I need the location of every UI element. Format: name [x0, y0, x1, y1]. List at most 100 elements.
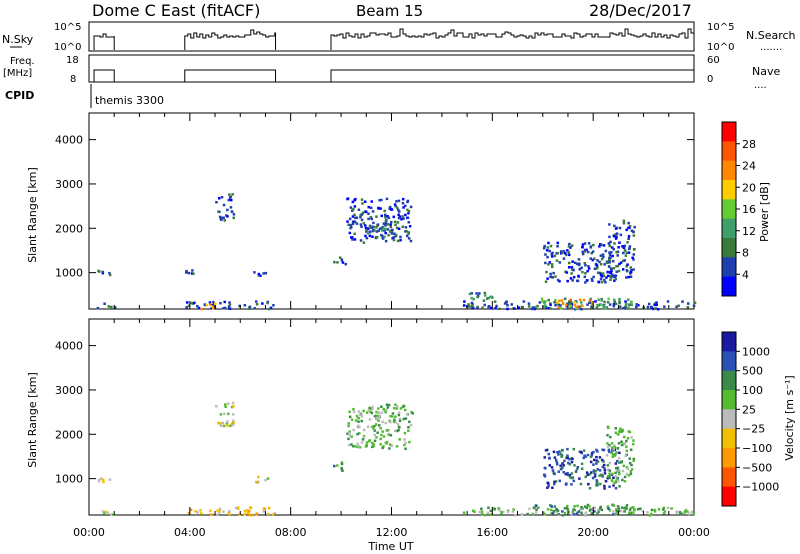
velocity-cell: [372, 443, 375, 446]
velocity-cell: [383, 409, 387, 412]
power-cell: [559, 304, 562, 307]
power-cell: [633, 225, 636, 229]
power-cell: [404, 204, 407, 208]
velocity-cell: [579, 508, 582, 511]
velocity-ytick-label: 2000: [55, 428, 83, 441]
velocity-cell: [389, 415, 392, 418]
velocity-cell: [535, 508, 538, 511]
velocity-cell: [481, 512, 484, 516]
power-cell: [547, 263, 550, 266]
power-cell: [615, 232, 619, 235]
velocity-cell: [348, 415, 352, 419]
velocity-cell: [606, 434, 609, 437]
velocity-cell: [565, 482, 568, 485]
velocity-cell: [395, 445, 399, 448]
velocity-cell: [575, 512, 579, 516]
power-cell: [554, 275, 557, 278]
velocity-cell: [662, 512, 666, 515]
velocity-cell: [362, 436, 366, 439]
velocity-cell: [566, 454, 569, 457]
velocity-cell: [606, 442, 609, 445]
power-cell: [559, 250, 563, 253]
power-cell: [609, 240, 612, 244]
velocity-cell: [607, 507, 610, 510]
power-cell: [549, 272, 552, 276]
power-cell: [580, 308, 583, 311]
power-cell: [375, 215, 378, 218]
velocity-cell: [618, 430, 621, 433]
velocity-cell: [373, 429, 376, 432]
velocity-cell: [340, 461, 344, 464]
power-cell: [380, 229, 384, 232]
velocity-cell: [394, 421, 398, 424]
velocity-cell: [372, 445, 375, 448]
power-colorbar-swatch: [722, 122, 736, 142]
power-cell: [614, 302, 618, 306]
power-cell: [407, 210, 411, 213]
velocity-cell: [497, 507, 501, 511]
power-cell: [243, 304, 247, 307]
power-cell: [407, 212, 410, 215]
velocity-cell: [229, 424, 232, 428]
power-cell: [371, 235, 374, 238]
power-colorbar-tick-label: 8: [742, 247, 749, 260]
power-cell: [614, 233, 617, 236]
power-cell: [517, 306, 520, 309]
site-title: Dome C East (fitACF): [92, 1, 260, 20]
power-cell: [366, 232, 370, 235]
power-cell: [364, 224, 367, 227]
power-cell: [608, 258, 611, 261]
velocity-cell: [554, 459, 558, 462]
velocity-cell: [556, 509, 560, 512]
velocity-cell: [611, 503, 614, 507]
velocity-cell: [589, 460, 593, 464]
velocity-colorbar-tick-label: −100: [742, 442, 772, 455]
velocity-cell: [528, 507, 531, 511]
power-cell: [582, 298, 586, 302]
velocity-cell: [381, 420, 384, 424]
velocity-cell: [609, 435, 612, 439]
power-cell: [495, 304, 498, 308]
power-cell: [388, 207, 391, 210]
power-cell: [401, 215, 404, 218]
velocity-cell: [393, 418, 396, 422]
cpid-row: CPID themis 3300: [5, 84, 164, 108]
power-cell: [370, 206, 373, 210]
power-cell: [215, 201, 218, 204]
velocity-cell: [237, 507, 240, 511]
velocity-cell: [632, 511, 635, 514]
power-cell: [621, 245, 624, 248]
power-cell: [379, 207, 382, 210]
velocity-cell: [359, 413, 362, 416]
power-cell: [570, 244, 574, 247]
power-cell: [569, 277, 573, 280]
power-cell: [576, 305, 580, 308]
power-cell: [629, 275, 633, 278]
power-cell: [230, 198, 233, 202]
power-cell: [548, 261, 551, 264]
velocity-cell: [231, 419, 235, 422]
power-cell: [609, 275, 612, 278]
power-cell: [212, 306, 215, 310]
power-cell: [382, 222, 386, 225]
power-cell: [630, 268, 633, 272]
velocity-cell: [388, 447, 391, 450]
power-cell: [371, 210, 375, 213]
power-colorbar-swatch: [722, 218, 736, 239]
velocity-cell: [561, 465, 564, 469]
velocity-cell: [599, 507, 602, 510]
power-cell: [544, 304, 547, 307]
power-cell: [613, 224, 616, 228]
power-cell: [467, 305, 471, 308]
power-cell: [616, 250, 620, 253]
power-cell: [530, 307, 534, 311]
power-cell: [568, 302, 571, 306]
velocity-colorbar-tick-label: −500: [742, 461, 772, 474]
power-cell: [564, 252, 567, 255]
velocity-cell: [606, 445, 610, 448]
velocity-cell: [226, 420, 229, 423]
power-cell: [108, 273, 112, 277]
power-cell: [545, 306, 548, 309]
velocity-colorbar-swatch: [722, 448, 736, 468]
power-cell: [602, 244, 606, 247]
